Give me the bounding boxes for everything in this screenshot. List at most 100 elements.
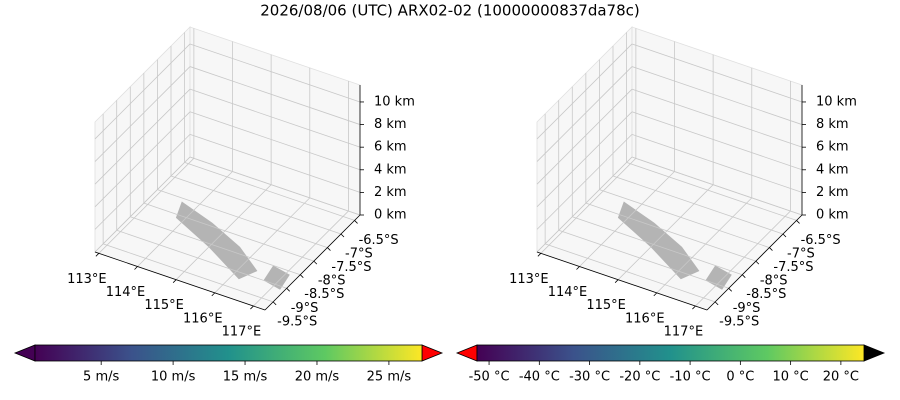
colorbar-under [455,344,478,362]
z-tick-label: 10 km [816,94,857,109]
colorbar-over [863,344,886,362]
y-axis-line [264,214,361,311]
grid-line [536,43,633,140]
colorbar-tick-label: 0 °C [726,370,754,385]
z-tick-label: 8 km [374,117,407,132]
colorbar-tick-label: 20 m/s [295,370,340,385]
x-tick-label: 115°E [586,298,626,313]
y-axis-line [706,214,803,311]
x-tick-label: 117°E [222,325,262,340]
z-tick-label: 6 km [816,140,849,155]
colorbar-over [421,344,444,362]
grid-line [143,202,314,262]
x-tick-label: 117°E [664,325,704,340]
y-tick-label: -8°S [760,274,788,289]
grid-line [579,171,675,267]
tick-mark [742,274,746,278]
tick-mark [340,233,345,238]
grid-line [572,216,743,276]
tick-mark [300,274,304,278]
x-axis-line [536,251,708,311]
z-tick-label: 4 km [816,162,849,177]
z-tick-label: 6 km [374,140,407,155]
colorbar-tick-label: -10 °C [670,370,711,385]
x-tick-label: 116°E [183,311,223,326]
z-tick-label: 0 km [816,208,849,223]
grid-line [585,202,756,262]
grid-line [137,171,233,267]
grid-line [94,43,191,140]
tick-mark [272,301,277,306]
z-tick-label: 8 km [816,117,849,132]
z-tick-label: 10 km [374,94,415,109]
y-tick-label: -6.5°S [801,233,841,248]
grid-line [253,210,349,307]
x-tick-label: 113°E [509,272,549,287]
grid-line [631,66,803,125]
grid-line [631,43,803,103]
y-tick-label: -9.5°S [719,314,759,329]
tick-mark [714,301,719,306]
grid-line [157,189,328,248]
grid-line [536,156,633,253]
colorbar-tick-label: 20 °C [823,370,859,385]
colorbar-tick-label: 5 m/s [83,370,119,385]
grid-line [98,158,195,254]
colorbar-tick-label: 10 °C [772,370,808,385]
tick-mark [653,292,658,297]
tick-mark [614,279,619,283]
x-tick-label: 114°E [548,285,588,300]
grid-line [631,156,803,216]
grid-line [103,243,274,303]
z-tick-label: 0 km [374,208,407,223]
colorbar-tick-label: 10 m/s [151,370,196,385]
grid-line [558,229,729,289]
grid-line [536,134,633,230]
grid-line [214,197,311,294]
y-tick-label: -9°S [291,301,319,316]
tick-mark [354,220,358,224]
grid-line [94,111,191,208]
colorbar-tick-label: -30 °C [569,370,610,385]
colorbar [476,344,865,362]
z-tick-label: 2 km [816,185,849,200]
tick-mark [313,260,318,265]
grid-line [695,210,791,307]
colorbar-under [13,344,36,362]
grid-line [536,111,633,208]
grid-line [116,229,287,289]
y-tick-label: -9.5°S [277,314,317,329]
colorbar [34,344,423,362]
tick-mark [755,260,760,265]
tick-mark [782,233,787,238]
terrain-shadow [705,265,732,290]
grid-line [536,66,633,162]
terrain-shadow [263,265,290,290]
grid-line [612,175,784,235]
tick-mark [250,305,254,310]
colorbar-tick-label: 25 m/s [367,370,412,385]
tick-mark [537,253,542,257]
tick-mark [796,220,800,224]
tick-mark [692,305,696,310]
y-tick-label: -6.5°S [359,233,399,248]
grid-line [184,162,355,221]
grid-line [617,184,714,280]
grid-line [189,156,361,216]
grid-line [189,88,361,148]
y-tick-label: -7°S [345,247,373,262]
y-tick-label: -8°S [318,274,346,289]
chart-title: 2026/08/06 (UTC) ARX02-02 (10000000837da… [260,2,639,20]
x-tick-label: 116°E [625,311,665,326]
colorbar-tick-label: -50 °C [469,370,510,385]
y-tick-label: -9°S [733,301,761,316]
grid-line [94,134,191,230]
tick-mark [769,247,773,251]
x-tick-label: 113°E [67,272,107,287]
grid-line [599,189,770,248]
tick-mark [211,292,216,297]
z-tick-label: 2 km [374,185,407,200]
grid-line [189,111,361,171]
